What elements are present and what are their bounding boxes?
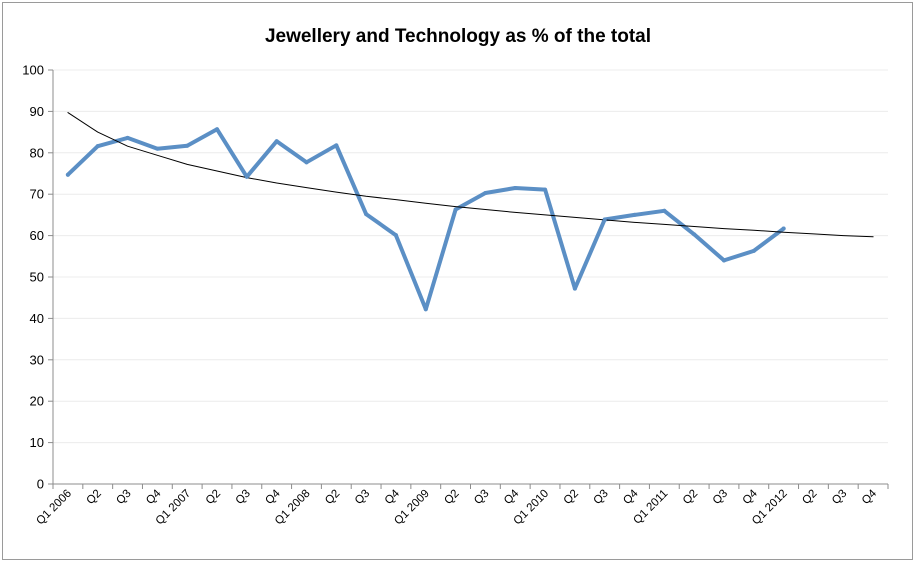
- data-point: [393, 233, 398, 238]
- y-tick-label: 30: [30, 352, 44, 367]
- x-tick-label: Q4: [860, 487, 880, 507]
- x-tick-label: Q4: [621, 487, 641, 507]
- data-point: [543, 187, 548, 192]
- data-point: [453, 207, 458, 212]
- data-point: [125, 135, 130, 140]
- gridlines: [53, 69, 888, 444]
- y-tick-label: 70: [30, 187, 44, 202]
- x-tick-label: Q2: [204, 488, 223, 507]
- y-tick-label: 60: [30, 228, 44, 243]
- x-tick-label: Q3: [591, 488, 610, 507]
- series: [65, 112, 874, 312]
- x-tick-label: Q2: [323, 488, 342, 507]
- x-tick-label: Q4: [502, 487, 522, 507]
- data-point: [483, 190, 488, 195]
- y-tick-label: 40: [30, 311, 44, 326]
- x-tick-label: Q2: [681, 488, 700, 507]
- y-tick-label: 100: [22, 63, 44, 78]
- x-tick-label: Q2: [800, 488, 819, 507]
- y-tick-label: 0: [37, 477, 44, 492]
- x-tick-label: Q2: [85, 488, 104, 507]
- data-point: [185, 143, 190, 148]
- y-tick-label: 90: [30, 104, 44, 119]
- x-tick-label: Q2: [562, 488, 581, 507]
- data-point: [215, 127, 220, 132]
- data-point: [632, 212, 637, 217]
- data-point: [364, 212, 369, 217]
- data-point: [572, 286, 577, 291]
- x-tick-label: Q3: [711, 488, 730, 507]
- data-point: [334, 143, 339, 148]
- data-point: [692, 232, 697, 237]
- x-tick-label: Q3: [114, 488, 133, 507]
- data-point: [423, 307, 428, 312]
- data-point: [602, 217, 607, 222]
- y-tick-label: 50: [30, 270, 44, 285]
- axes: [48, 69, 889, 489]
- series-line: [65, 127, 786, 312]
- y-tick-label: 20: [30, 394, 44, 409]
- y-tick-label: 10: [30, 435, 44, 450]
- data-point: [304, 160, 309, 165]
- x-tick-label: Q3: [234, 488, 253, 507]
- data-point: [751, 248, 756, 253]
- x-tick-label: Q3: [353, 488, 372, 507]
- y-axis-tick-labels: 0 10 20 30 40 50 60 70 80 90 100: [22, 63, 44, 492]
- data-point: [721, 258, 726, 263]
- data-point: [662, 208, 667, 213]
- x-tick-label: Q4: [263, 487, 283, 507]
- x-tick-label: Q3: [830, 488, 849, 507]
- x-tick-label: Q4: [383, 487, 403, 507]
- trendline: [67, 112, 874, 238]
- data-point: [65, 172, 70, 177]
- x-tick-label: Q4: [741, 487, 761, 507]
- y-tick-label: 80: [30, 145, 44, 160]
- data-point: [155, 146, 160, 151]
- chart-title: Jewellery and Technology as % of the tot…: [265, 26, 651, 47]
- data-point: [95, 144, 100, 149]
- x-tick-label: Q2: [442, 488, 461, 507]
- x-tick-label: Q3: [472, 488, 491, 507]
- data-point: [781, 226, 786, 231]
- data-point: [244, 174, 249, 179]
- x-tick-label: Q4: [144, 487, 164, 507]
- data-point: [513, 185, 518, 190]
- x-tick-label: Q1 2006: [34, 488, 74, 528]
- data-point: [274, 139, 279, 144]
